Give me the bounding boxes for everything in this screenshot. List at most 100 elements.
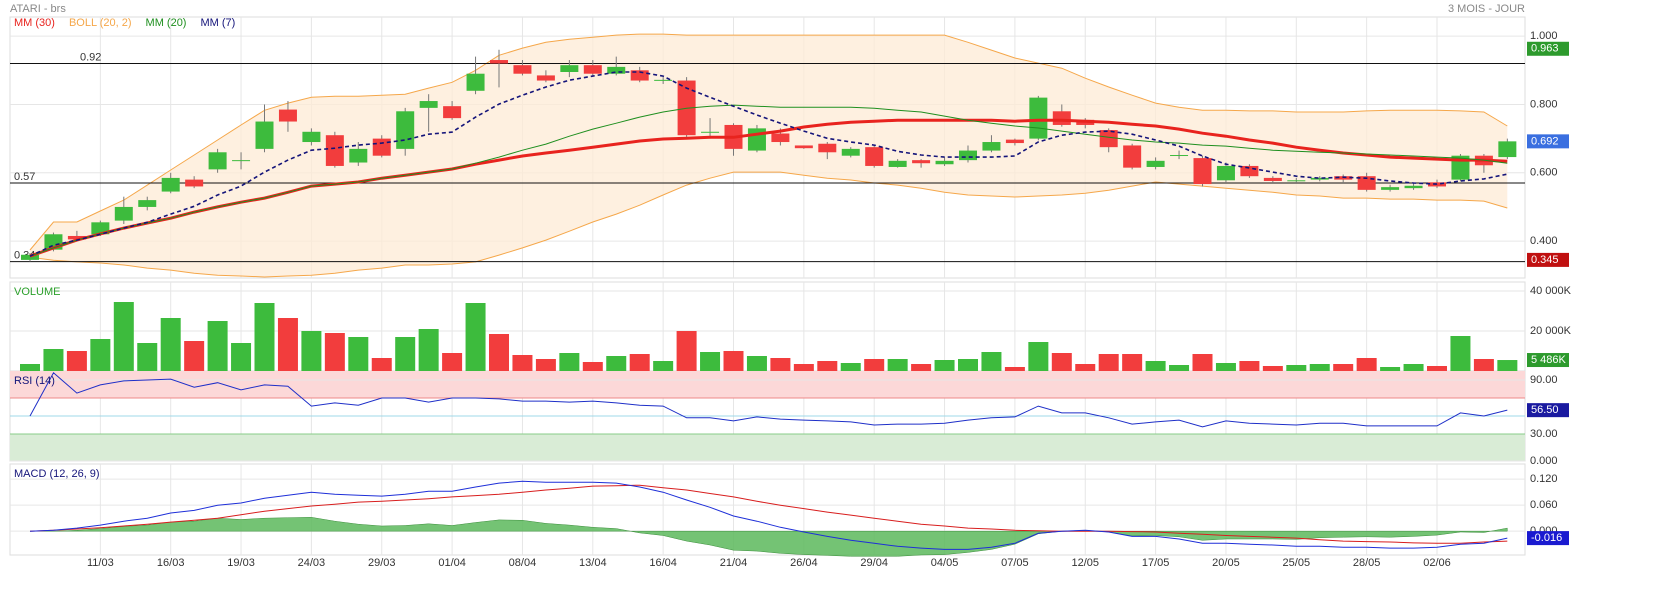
volume-bar: [1028, 342, 1049, 371]
candle-body: [490, 60, 508, 64]
volume-bar: [395, 337, 416, 371]
y-tick-label: 20 000K: [1530, 325, 1572, 337]
candle-body: [114, 206, 133, 221]
candle-body: [1240, 165, 1259, 177]
x-tick-label: 26/04: [790, 557, 818, 569]
volume-bar: [1098, 354, 1119, 371]
volume-bar: [1380, 367, 1401, 371]
volume-bar: [43, 349, 64, 371]
value-badge-label: 5 486K: [1531, 354, 1567, 366]
bollinger-band: [30, 34, 1508, 277]
candle-body: [1357, 176, 1376, 190]
moving-average: [29, 71, 1508, 257]
x-tick-label: 04/05: [931, 557, 959, 569]
volume-bar: [66, 351, 87, 371]
value-badge-label: 0.692: [1531, 135, 1559, 147]
volume-bar: [817, 361, 838, 371]
volume-bar: [324, 333, 345, 371]
bollinger-upper: [29, 33, 1508, 251]
candle-body: [1146, 160, 1165, 167]
volume-bar: [90, 339, 111, 371]
candle-body: [1381, 187, 1400, 190]
candle-body: [1287, 180, 1306, 182]
candle-body: [1052, 111, 1071, 125]
candle-body: [771, 133, 790, 143]
value-badge-label: 0.345: [1531, 254, 1559, 266]
x-tick-label: 19/03: [227, 557, 255, 569]
volume-bar: [371, 358, 392, 371]
x-tick-label: 08/04: [509, 557, 537, 569]
volume-bar: [1403, 364, 1424, 371]
rsi-zone: [10, 371, 1525, 398]
y-tick-label: 0.800: [1530, 98, 1558, 110]
candle-body: [325, 135, 344, 166]
candle-body: [349, 148, 368, 163]
value-badge: [1527, 403, 1569, 418]
candle-body: [1498, 141, 1517, 158]
candle-body: [912, 160, 931, 164]
candle-body: [138, 200, 157, 207]
candle-body: [935, 160, 954, 165]
volume-bar: [629, 354, 650, 371]
volume-bar: [958, 359, 978, 371]
y-tick-label: 0.120: [1530, 473, 1558, 485]
value-badge: [1527, 41, 1569, 56]
candle-body: [560, 65, 579, 73]
volume-bar: [1169, 365, 1190, 371]
x-tick-label: 25/05: [1283, 557, 1311, 569]
y-tick-label: 90.00: [1530, 374, 1558, 386]
volume-bar: [137, 343, 158, 371]
candle-body: [419, 101, 438, 108]
volume-bar: [465, 303, 486, 371]
volume-bar: [254, 303, 275, 371]
candle-body: [701, 131, 720, 133]
y-tick-label: 0.600: [1530, 167, 1558, 179]
volume-bar: [1075, 364, 1096, 371]
candle-body: [21, 254, 39, 260]
candle-body: [1263, 177, 1282, 181]
volume-bar: [1239, 361, 1260, 371]
volume-bar: [1497, 360, 1518, 371]
volume-bar: [606, 356, 627, 371]
y-tick-label: 0.060: [1530, 499, 1558, 511]
x-tick-label: 17/05: [1142, 557, 1170, 569]
x-tick-label: 21/04: [720, 557, 748, 569]
volume-bar: [160, 318, 181, 371]
volume-bar: [1262, 366, 1283, 371]
volume-bar: [184, 341, 205, 371]
candle-body: [67, 235, 86, 240]
x-tick-label: 13/04: [579, 557, 607, 569]
volume-bar: [1450, 336, 1471, 371]
reference-label: 0.92: [80, 51, 101, 63]
candle-body: [1170, 155, 1189, 157]
x-tick-label: 12/05: [1071, 557, 1099, 569]
candle-body: [1310, 177, 1329, 180]
candle-body: [794, 145, 813, 149]
volume-bar: [700, 352, 721, 371]
candle-body: [443, 106, 462, 119]
candle-body: [607, 66, 626, 74]
panel-title: VOLUME: [14, 286, 60, 298]
x-tick-label: 02/06: [1423, 557, 1451, 569]
volume-bar: [793, 364, 814, 371]
value-badge-label: -0.016: [1531, 532, 1562, 544]
x-tick-label: 07/05: [1001, 557, 1029, 569]
candle-body: [396, 111, 415, 149]
candle-body: [841, 148, 860, 156]
x-tick-label: 01/04: [438, 557, 466, 569]
x-tick-label: 29/04: [860, 557, 888, 569]
value-badge-label: 56.50: [1531, 404, 1559, 416]
volume-bar: [418, 329, 439, 371]
legend-entry: MM (30): [14, 17, 55, 29]
candle-body: [278, 109, 297, 122]
candle-body: [185, 179, 204, 187]
volume-bar: [864, 359, 885, 371]
volume-bar: [512, 355, 533, 371]
volume-bar: [1051, 353, 1072, 371]
candle-body: [1193, 158, 1212, 185]
volume-bar: [1286, 365, 1307, 371]
volume-bar: [489, 334, 509, 371]
volume-bar: [981, 352, 1002, 371]
candle-body: [1005, 139, 1024, 144]
